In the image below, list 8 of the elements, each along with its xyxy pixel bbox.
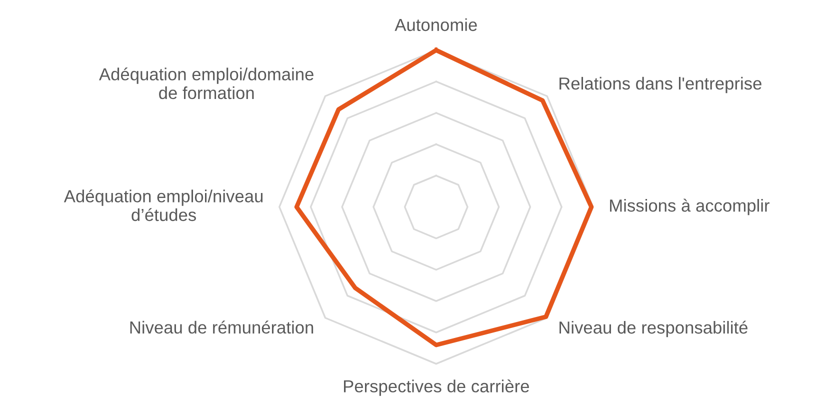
spoke-label: Niveau de responsabilité — [560, 320, 748, 338]
spoke-label: Niveau de rémunération — [130, 320, 314, 334]
spoke-label: Perspectives de carrière — [344, 379, 529, 396]
spoke-label: Adéquation emploi/domaine de formation — [99, 67, 314, 100]
spoke-label: Missions à accomplir — [610, 198, 770, 216]
spoke-label: Relations dans l'entreprise — [560, 76, 762, 94]
spoke-label: Autonomie — [394, 18, 477, 32]
spoke-label: Adéquation emploi/niveau d’études — [64, 189, 263, 222]
